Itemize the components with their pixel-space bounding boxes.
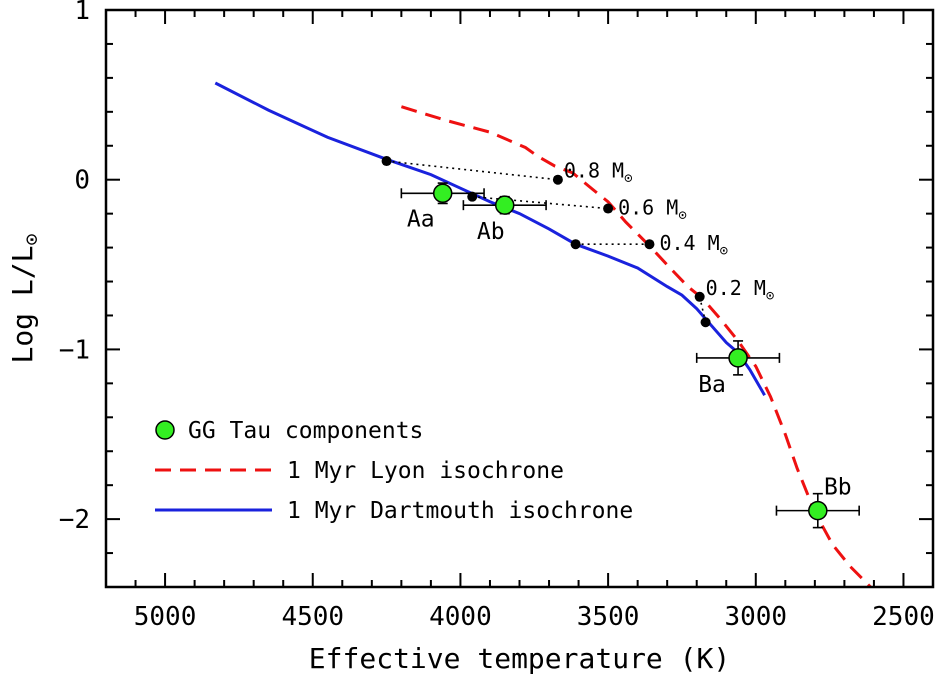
mass-label-solar: ⊙ [766, 288, 775, 304]
mass-track-dot-lyon [694, 291, 705, 302]
mass-label: 0.2 M⊙ [706, 276, 775, 304]
mass-label: 0.6 M⊙ [618, 196, 687, 224]
mass-label: 0.4 M⊙ [659, 231, 728, 259]
component-label-aa: Aa [407, 206, 435, 232]
x-tick-label: 3500 [577, 602, 640, 632]
mass-track-dot-lyon [644, 239, 655, 250]
x-tick-label: 4500 [281, 602, 344, 632]
mass-label-solar: ⊙ [624, 171, 633, 187]
mass-label-text: 0.8 M [564, 159, 624, 183]
legend-label: 1 Myr Dartmouth isochrone [287, 498, 633, 524]
mass-label-solar: ⊙ [720, 243, 729, 259]
mass-track-dot-lyon [552, 174, 563, 185]
x-tick-label: 3000 [724, 602, 787, 632]
mass-track-dot-dartmouth [381, 156, 392, 167]
mass-track-connector [386, 160, 558, 181]
y-tick-label: −1 [59, 335, 90, 365]
plot-group [214, 81, 873, 587]
legend-label: 1 Myr Lyon isochrone [287, 458, 564, 484]
component-label-ab: Ab [477, 219, 505, 245]
y-tick-label: −2 [59, 505, 90, 535]
y-tick-label: 0 [74, 166, 90, 196]
plot-inner [214, 81, 873, 587]
mass-label-text: 0.2 M [706, 276, 766, 300]
component-marker-aa [432, 183, 453, 204]
y-axis-title-main: Log L/L [6, 246, 39, 364]
y-tick-label: 1 [74, 0, 90, 26]
legend: GG Tau components 1 Myr Lyon isochrone 1 M… [155, 418, 633, 524]
ticks-group [105, 9, 934, 588]
mass-track-dot-dartmouth [467, 191, 478, 202]
mass-track-connector [698, 296, 707, 323]
x-tick-label: 5000 [134, 602, 197, 632]
y-axis-title-solar-subscript: ⊙ [19, 233, 43, 245]
y-axis-title: Log L/L⊙ [6, 233, 43, 363]
x-tick-label: 4000 [429, 602, 492, 632]
svg-text:Log L/L⊙: Log L/L⊙ [6, 233, 43, 363]
x-axis-title: Effective temperature (K) [309, 642, 730, 675]
component-marker-bb [808, 500, 828, 521]
mass-track-dot-lyon [603, 203, 614, 214]
mass-label-solar: ⊙ [678, 208, 687, 224]
mass-label-text: 0.4 M [659, 231, 719, 255]
component-marker-ba [728, 348, 748, 368]
x-tick-label: 2500 [872, 602, 935, 632]
mass-label-text: 0.6 M [618, 196, 678, 220]
component-label-ba: Ba [698, 372, 726, 398]
legend-marker-components [155, 420, 175, 440]
lyon-isochrone-line [400, 105, 873, 587]
legend-label: GG Tau components [188, 418, 423, 444]
mass-track-dot-dartmouth [570, 239, 581, 250]
mass-label: 0.8 M⊙ [564, 159, 633, 187]
component-marker-ab [494, 195, 515, 215]
mass-track-dot-dartmouth [700, 317, 711, 328]
component-label-bb: Bb [824, 475, 852, 501]
